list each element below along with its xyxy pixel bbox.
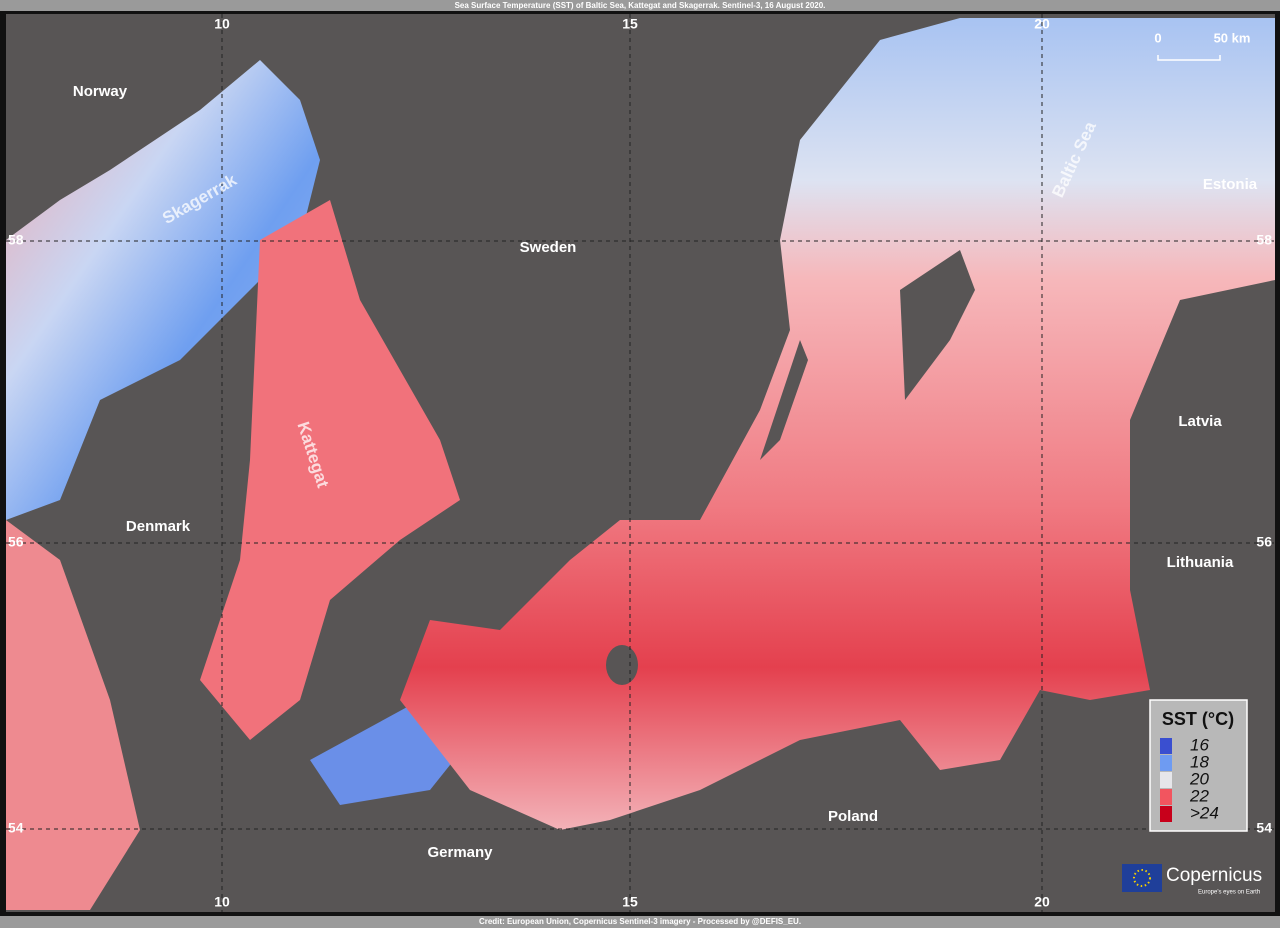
graticule: 10 10 15 15 20 20 58 58 56 56 54 54 [6, 14, 1275, 912]
credit: Credit: European Union, Copernicus Senti… [479, 917, 801, 926]
place-label: Lithuania [1167, 554, 1234, 571]
logo: Copernicus Europe's eyes on Earth [1122, 864, 1262, 896]
logo-name: Copernicus [1166, 865, 1262, 886]
longitude-label: 15 [622, 894, 638, 910]
baltic-water [400, 18, 1275, 830]
legend-swatch [1160, 806, 1172, 822]
bornholm [606, 645, 638, 685]
skagerrak-water [6, 60, 320, 520]
scale-end: 50 km [1214, 30, 1251, 45]
place-label: Germany [427, 844, 493, 861]
gotland [900, 250, 975, 400]
legend-swatch [1160, 789, 1172, 805]
scale-start: 0 [1154, 30, 1161, 45]
eu-flag [1122, 864, 1162, 892]
legend-label: 16 [1190, 735, 1209, 754]
scale-bar: 0 50 km [1154, 30, 1251, 61]
place-label: Denmark [126, 518, 191, 535]
place-label: Latvia [1178, 413, 1222, 430]
north-sea-water [6, 520, 140, 910]
credit-bar [0, 916, 1280, 928]
legend-label: 22 [1189, 786, 1209, 805]
scale-line [1157, 55, 1221, 61]
latitude-label: 56 [1256, 534, 1272, 550]
longitude-label: 10 [214, 894, 230, 910]
kattegat-water [200, 200, 460, 740]
place-label: Estonia [1203, 176, 1258, 193]
longitude-label: 15 [622, 16, 638, 32]
longitude-label: 20 [1034, 16, 1050, 32]
longitude-label: 20 [1034, 894, 1050, 910]
legend-title: SST (°C) [1162, 709, 1234, 729]
latitude-label: 54 [1256, 820, 1272, 836]
legend-label: >24 [1190, 803, 1219, 822]
place-label: Poland [828, 808, 878, 825]
latitude-label: 56 [8, 534, 24, 550]
legend-swatch [1160, 772, 1172, 788]
latitude-label: 58 [1256, 232, 1272, 248]
legend-label: 20 [1189, 769, 1209, 788]
oland [760, 340, 808, 460]
longitude-label: 10 [214, 16, 230, 32]
logo-tagline: Europe's eyes on Earth [1198, 890, 1260, 896]
map-title: Sea Surface Temperature (SST) of Baltic … [455, 1, 826, 10]
latitude-label: 54 [8, 820, 24, 836]
place-label: Norway [73, 83, 128, 100]
place-label: Sweden [520, 239, 577, 256]
legend-swatch [1160, 738, 1172, 754]
latitude-label: 58 [8, 232, 24, 248]
legend-label: 18 [1190, 752, 1209, 771]
title-bar [0, 0, 1280, 11]
eu-stars [1133, 869, 1151, 887]
legend-swatch [1160, 755, 1172, 771]
